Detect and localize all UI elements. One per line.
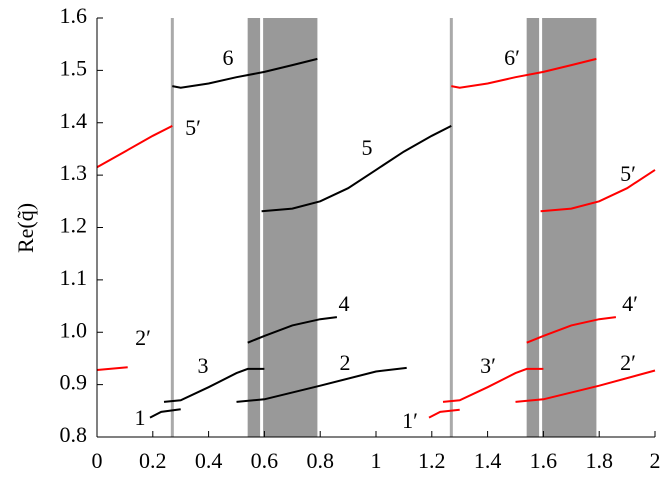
x-tick-label: 0 — [92, 448, 103, 473]
x-tick-label: 0.8 — [306, 448, 334, 473]
curve-label: 4′ — [622, 291, 638, 316]
y-axis-label: Re(q̃) — [13, 203, 38, 253]
curve-label: 1′ — [402, 408, 418, 433]
curve-label: 2′ — [620, 350, 636, 375]
curve-label: 1 — [135, 405, 146, 430]
y-tick-label: 1.6 — [60, 3, 88, 28]
curve-label: 5 — [362, 135, 373, 160]
y-tick-label: 1.3 — [60, 160, 88, 185]
curve-label: 2 — [340, 350, 351, 375]
curve — [96, 366, 128, 371]
y-tick-label: 1.5 — [60, 55, 88, 80]
curve-label: 6′ — [504, 45, 520, 70]
curve — [540, 169, 656, 213]
y-tick-label: 0.8 — [60, 422, 88, 447]
curve — [442, 367, 544, 403]
curve — [96, 125, 173, 169]
y-tick-label: 1.4 — [60, 108, 88, 133]
x-tick-label: 1.6 — [530, 448, 558, 473]
x-tick-label: 0.2 — [139, 448, 167, 473]
curve — [261, 125, 452, 213]
curve-label: 4 — [339, 291, 350, 316]
y-tick-label: 1.1 — [60, 265, 88, 290]
curve — [149, 408, 181, 419]
curve — [515, 369, 656, 403]
curve-label: 2′ — [135, 325, 151, 350]
curve-label: 5′ — [620, 161, 636, 186]
curve — [247, 316, 338, 344]
curve-label: 6 — [223, 45, 234, 70]
x-tick-label: 0.4 — [195, 448, 223, 473]
x-tick-label: 1.4 — [474, 448, 502, 473]
y-tick-label: 1.2 — [60, 213, 88, 238]
x-tick-label: 2 — [650, 448, 661, 473]
shaded-region — [247, 18, 318, 437]
x-tick-label: 1 — [371, 448, 382, 473]
curve — [428, 408, 460, 419]
x-tick-label: 1.2 — [418, 448, 446, 473]
curve-label: 3 — [198, 353, 209, 378]
shaded-region — [526, 18, 597, 437]
curve — [172, 57, 318, 89]
x-tick-label: 1.8 — [585, 448, 613, 473]
curve — [526, 316, 617, 344]
curve-label: 5′ — [185, 115, 201, 140]
curve — [236, 366, 407, 403]
curve — [163, 367, 265, 403]
y-tick-label: 0.9 — [60, 370, 88, 395]
y-tick-label: 1.0 — [60, 317, 88, 342]
x-tick-label: 0.6 — [251, 448, 279, 473]
curve — [451, 57, 597, 89]
curve-label: 3′ — [480, 353, 496, 378]
